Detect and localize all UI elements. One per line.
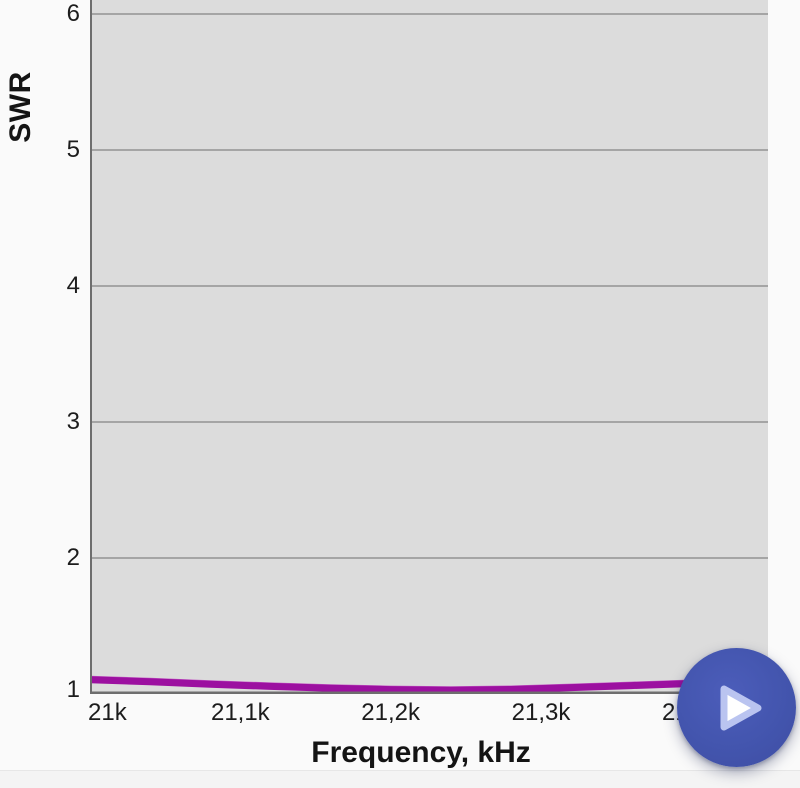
gridlines bbox=[90, 13, 768, 694]
y-tick-label: 3 bbox=[66, 408, 80, 435]
x-tick-label: 21k bbox=[88, 699, 127, 726]
swr-curve bbox=[90, 675, 768, 694]
series-line bbox=[90, 676, 768, 694]
x-tick-label: 21,1k bbox=[210, 699, 270, 726]
y-axis-title: SWR bbox=[4, 71, 37, 143]
x-tick-label: 21,3k bbox=[511, 699, 571, 726]
axis-lines bbox=[90, 0, 768, 694]
bottom-strip bbox=[0, 770, 800, 788]
start-scan-fab-button[interactable] bbox=[677, 648, 796, 767]
x-tick-label: 21,2k bbox=[361, 699, 421, 726]
y-tick-label: 6 bbox=[66, 0, 80, 27]
y-tick-label: 1 bbox=[66, 676, 80, 703]
x-axis-title: Frequency, kHz bbox=[311, 736, 531, 769]
y-tick-label: 2 bbox=[66, 544, 80, 571]
y-tick-label: 5 bbox=[66, 136, 80, 163]
play-icon bbox=[720, 685, 761, 730]
chart-canvas bbox=[90, 0, 768, 694]
plot-area bbox=[90, 0, 768, 694]
y-tick-label: 4 bbox=[66, 272, 80, 299]
